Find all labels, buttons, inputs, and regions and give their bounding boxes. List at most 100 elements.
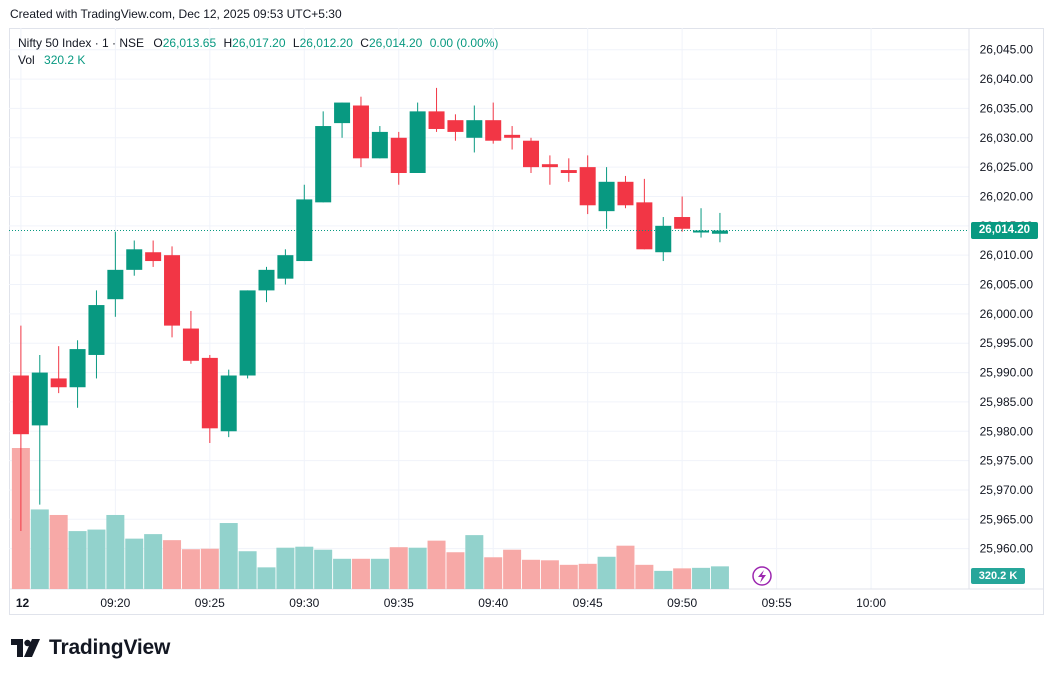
close-label: C <box>360 36 369 50</box>
price-axis[interactable]: 26,045.00 26,040.00 26,035.00 26,030.00 26,0… <box>980 43 1034 556</box>
price-tick-label: 25,995.00 <box>980 336 1034 350</box>
price-tick-label: 26,040.00 <box>980 72 1034 86</box>
volume-bar <box>540 560 559 589</box>
time-tick-label: 09:25 <box>195 596 225 610</box>
price-tick-label: 25,980.00 <box>980 424 1034 438</box>
volume-bar <box>351 558 370 589</box>
high-label: H <box>223 36 233 50</box>
candle-body <box>220 375 237 432</box>
price-tick-label: 26,005.00 <box>980 278 1034 292</box>
price-tick-label: 26,030.00 <box>980 131 1034 145</box>
candle-body <box>12 375 29 435</box>
candle-body <box>390 137 407 173</box>
candle-body <box>541 164 558 168</box>
volume-bar <box>578 563 597 589</box>
candle-body <box>145 252 162 262</box>
candle-body <box>466 120 483 138</box>
tradingview-logo[interactable]: TradingView <box>11 634 170 662</box>
candle-body <box>598 181 615 212</box>
candle-body <box>504 134 521 138</box>
volume-bar <box>503 549 522 589</box>
change-value: 0.00 (0.00%) <box>429 36 499 50</box>
symbol-label[interactable]: Nifty 50 Index · 1 · NSE <box>18 36 145 50</box>
volume-bar <box>238 551 257 589</box>
brand-name: TradingView <box>49 636 171 659</box>
volume-bar <box>522 559 541 589</box>
volume-label[interactable]: Vol <box>18 53 35 67</box>
volume-bar <box>559 564 578 589</box>
volume-bar <box>295 546 314 589</box>
open-value: 26,013.65 <box>162 36 217 50</box>
time-tick-label: 09:50 <box>667 596 697 610</box>
time-tick-label: 10:00 <box>856 596 886 610</box>
volume-bar <box>710 566 729 589</box>
candle-body <box>296 199 313 262</box>
candle-body <box>334 102 351 124</box>
last-volume-tag: 320.2 K <box>971 568 1025 584</box>
last-price-tag: 26,014.20 <box>971 222 1038 239</box>
volume-bar <box>68 531 87 589</box>
low-value: 26,012.20 <box>299 36 353 50</box>
candle-body <box>352 105 369 159</box>
candle-body <box>655 225 672 253</box>
candle-body <box>31 372 48 426</box>
candle-body <box>693 230 710 233</box>
candlestick-chart[interactable]: 26,045.00 26,040.00 26,035.00 26,030.00 26,0… <box>9 28 1044 615</box>
candle-body <box>711 230 728 234</box>
price-tick-label: 25,985.00 <box>980 395 1034 409</box>
candle-body <box>428 111 445 129</box>
candle-body <box>182 328 199 361</box>
volume-bar <box>654 570 673 589</box>
volume-bar <box>314 549 333 589</box>
candle-body <box>50 378 67 388</box>
candle-body <box>560 170 577 173</box>
volume-bar <box>597 556 616 589</box>
time-tick-label: 12 <box>16 596 30 610</box>
price-tick-label: 25,965.00 <box>980 512 1034 526</box>
volume-bar <box>616 545 635 589</box>
time-tick-label: 09:45 <box>573 596 603 610</box>
candle-layer <box>12 87 728 532</box>
candle-body <box>88 305 105 355</box>
price-tick-label: 26,045.00 <box>980 43 1034 57</box>
low-label: L <box>292 36 300 50</box>
candle-body <box>201 357 218 429</box>
volume-bar <box>389 547 408 589</box>
open-label: O <box>153 36 163 50</box>
candle-body <box>485 120 502 141</box>
candle-body <box>523 140 540 168</box>
volume-bar <box>144 534 163 589</box>
volume-bar <box>200 548 219 589</box>
high-value: 26,017.20 <box>232 36 286 50</box>
price-tick-label: 25,960.00 <box>980 542 1034 556</box>
time-tick-label: 09:20 <box>100 596 130 610</box>
volume-bar <box>333 558 352 589</box>
close-value: 26,014.20 <box>368 36 423 50</box>
price-tick-label: 26,010.00 <box>980 248 1034 262</box>
candle-body <box>315 126 332 203</box>
time-tick-label: 09:55 <box>762 596 792 610</box>
candle-body <box>258 269 275 291</box>
time-tick-label: 09:35 <box>384 596 414 610</box>
time-axis[interactable]: 12 09:20 09:25 09:30 09:35 09:40 09:45 09:50 09:… <box>16 596 887 610</box>
volume-bar <box>125 538 144 589</box>
volume-value: 320.2 K <box>44 53 86 67</box>
chart-caption: Created with TradingView.com, Dec 12, 20… <box>10 7 342 21</box>
price-tick-label: 25,990.00 <box>980 366 1034 380</box>
volume-bar <box>257 567 276 589</box>
flash-icon[interactable] <box>752 566 772 586</box>
candle-body <box>126 249 143 270</box>
candle-body <box>164 255 181 326</box>
price-tick-label: 25,970.00 <box>980 483 1034 497</box>
candle-body <box>579 167 596 206</box>
volume-bar <box>673 568 692 589</box>
volume-bar <box>635 564 654 589</box>
volume-bar <box>181 549 200 589</box>
candle-body <box>617 181 634 206</box>
volume-bar <box>484 557 503 589</box>
candle-body <box>107 269 124 300</box>
candle-body <box>239 290 256 376</box>
volume-bar <box>87 529 106 589</box>
candle-body <box>674 217 691 229</box>
price-tick-label: 25,975.00 <box>980 454 1034 468</box>
